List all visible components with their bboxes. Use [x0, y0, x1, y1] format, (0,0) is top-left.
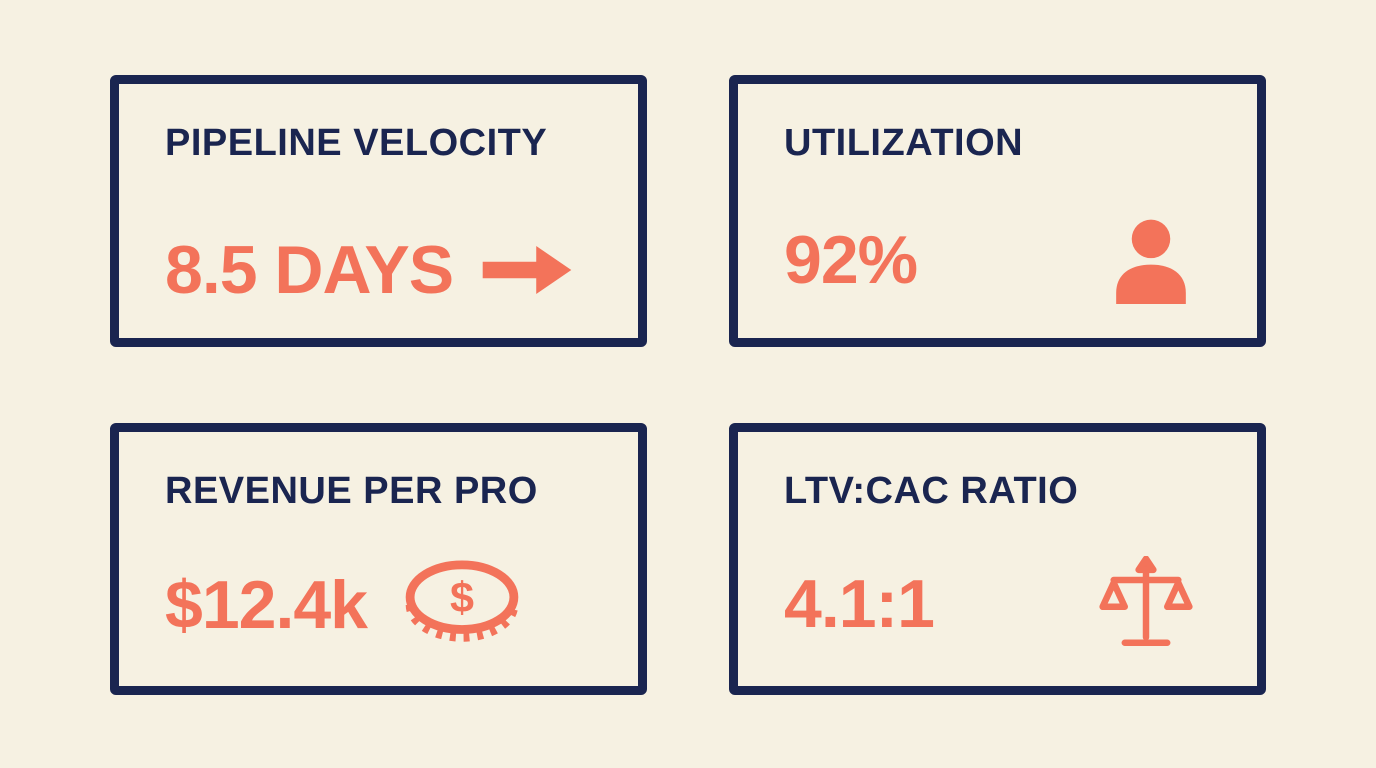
metric-value: 8.5 DAYS	[165, 232, 454, 308]
metric-value-row: 92%	[784, 216, 1211, 304]
person-icon	[1105, 216, 1197, 304]
metric-value: 92%	[784, 222, 918, 298]
coin-icon: $	[401, 558, 523, 652]
metric-card-revenue-per-pro: REVENUE PER PRO $12.4k $	[110, 423, 647, 695]
metric-title: PIPELINE VELOCITY	[165, 122, 548, 164]
metric-title: REVENUE PER PRO	[165, 470, 538, 512]
scale-icon	[1095, 556, 1197, 652]
metric-card-pipeline-velocity: PIPELINE VELOCITY 8.5 DAYS	[110, 75, 647, 347]
metric-title: LTV:CAC RATIO	[784, 470, 1079, 512]
arrow-right-icon	[479, 240, 575, 300]
metric-card-ltv-cac-ratio: LTV:CAC RATIO 4.1:1	[729, 423, 1266, 695]
metric-value-row: $12.4k $	[165, 558, 592, 652]
metric-value-row: 4.1:1	[784, 556, 1211, 652]
metric-value-row: 8.5 DAYS	[165, 236, 592, 304]
metric-title: UTILIZATION	[784, 122, 1024, 164]
metric-card-utilization: UTILIZATION 92%	[729, 75, 1266, 347]
metric-value: 4.1:1	[784, 566, 935, 642]
svg-text:$: $	[450, 574, 474, 622]
metric-value: $12.4k	[165, 567, 368, 643]
